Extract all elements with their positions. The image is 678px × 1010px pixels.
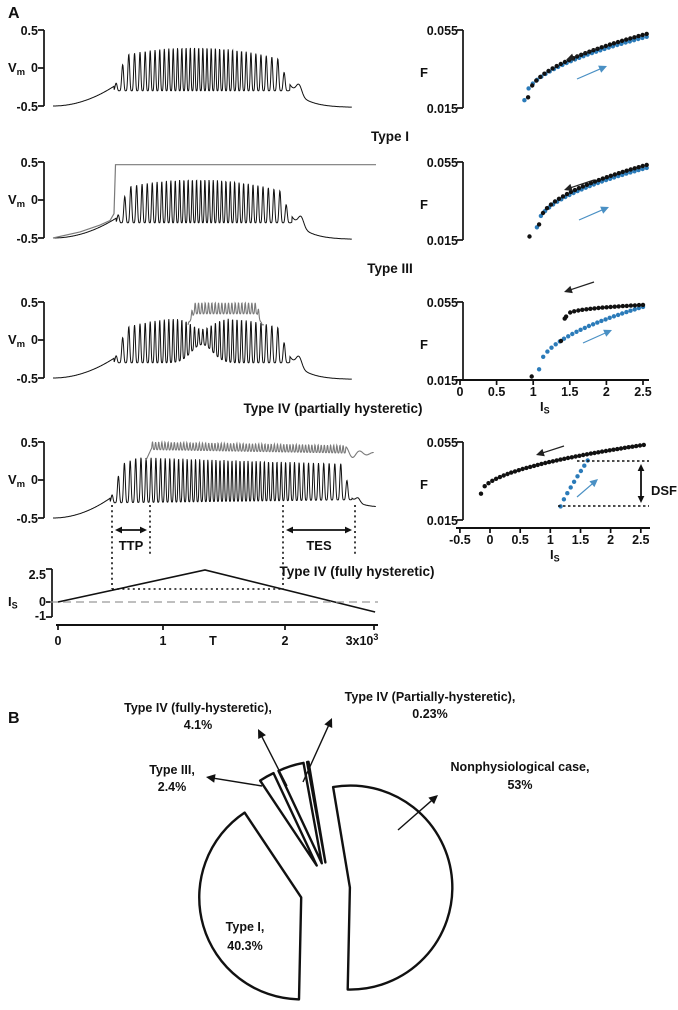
pie-label-fully-1: Type IV (fully-hysteretic), — [124, 701, 272, 715]
f-axis-label-r4: F — [420, 477, 428, 492]
vm-tick-bot-r2: -0.5 — [16, 232, 38, 246]
ramp-tick-mid: 0 — [39, 595, 46, 609]
pie-label-nonphys-2: 53% — [507, 778, 532, 792]
panel-a-label: A — [8, 5, 20, 22]
f-tick-bot-r2: 0.015 — [427, 234, 458, 248]
fi-xtick-r4-2: 0.5 — [512, 533, 529, 547]
vm-tick-bot-r1: -0.5 — [16, 100, 38, 114]
fi-xtick-r4-6: 2.5 — [632, 533, 649, 547]
vm-tick-mid-r3: 0 — [31, 333, 38, 347]
fi-xtick-r3-2: 1 — [530, 385, 537, 399]
vm-tick-top-r4: 0.5 — [21, 436, 38, 450]
fi-xtick-r4-5: 2 — [607, 533, 614, 547]
annotation-layer — [50, 47, 649, 603]
axes-layer — [38, 29, 650, 630]
vm-axis-label-r4: Vm — [8, 472, 25, 490]
pie-label-partially-1: Type IV (Partially-hysteretic), — [345, 690, 516, 704]
pie-label-type3-2: 2.4% — [158, 780, 187, 794]
vm-tick-mid-r4: 0 — [31, 473, 38, 487]
ramp-xtick-0: 0 — [55, 634, 62, 648]
f-tick-bot-r4: 0.015 — [427, 514, 458, 528]
f-axis-label-r1: F — [420, 65, 428, 80]
f-axis-label-r3: F — [420, 337, 428, 352]
dsf-label: DSF — [651, 483, 677, 498]
f-tick-top-r4: 0.055 — [427, 436, 458, 450]
pie-label-type3-1: Type III, — [149, 763, 195, 777]
ramp-tick-bot: -1 — [35, 609, 46, 623]
vm-tick-top-r2: 0.5 — [21, 156, 38, 170]
traces-layer — [52, 47, 376, 613]
vm-tick-top-r3: 0.5 — [21, 296, 38, 310]
pie-label-type1-2: 40.3% — [227, 939, 262, 953]
vm-tick-bot-r4: -0.5 — [16, 512, 38, 526]
tes-label: TES — [306, 538, 332, 553]
panel-b-label: B — [8, 710, 20, 727]
fi-xtick-r3-4: 2 — [603, 385, 610, 399]
is-axis-label-r4: IS — [550, 547, 560, 564]
vm-tick-mid-r2: 0 — [31, 193, 38, 207]
fi-xtick-r4-4: 1.5 — [572, 533, 589, 547]
fi-xtick-r3-0: 0 — [457, 385, 464, 399]
f-tick-bot-r3: 0.015 — [427, 374, 458, 388]
ramp-tick-top: 2.5 — [29, 568, 46, 582]
pie-label-fully-2: 4.1% — [184, 718, 213, 732]
row-label-type4-full: Type IV (fully hysteretic) — [279, 564, 434, 579]
f-axis-label-r2: F — [420, 197, 428, 212]
fi-xtick-r3-5: 2.5 — [634, 385, 651, 399]
pie-label-partially-2: 0.23% — [412, 707, 447, 721]
fi-xtick-r4-3: 1 — [547, 533, 554, 547]
vm-axis-label-r2: Vm — [8, 192, 25, 210]
f-tick-top-r2: 0.055 — [427, 156, 458, 170]
pie-label-nonphys-1: Nonphysiological case, — [451, 760, 590, 774]
vm-axis-label-r3: Vm — [8, 332, 25, 350]
f-tick-bot-r1: 0.015 — [427, 102, 458, 116]
vm-tick-bot-r3: -0.5 — [16, 372, 38, 386]
vm-axis-label-r1: Vm — [8, 60, 25, 78]
scatter-layer — [478, 31, 649, 509]
pie-label-type1-1: Type I, — [226, 920, 265, 934]
fi-xtick-r4-0: -0.5 — [449, 533, 471, 547]
vm-tick-mid-r1: 0 — [31, 61, 38, 75]
row-label-type4-partial: Type IV (partially hysteretic) — [243, 401, 422, 416]
ramp-y-axis-label: IS — [8, 594, 18, 611]
pie-layer — [198, 718, 454, 1001]
ramp-xtick-2: 2 — [282, 634, 289, 648]
row-label-type1: Type I — [371, 129, 409, 144]
ramp-xtick-1: 1 — [160, 634, 167, 648]
ramp-xtick-3e3: 3x103 — [346, 632, 379, 648]
f-tick-top-r1: 0.055 — [427, 24, 458, 38]
row-label-type3: Type III — [367, 261, 413, 276]
fi-xtick-r3-1: 0.5 — [488, 385, 505, 399]
fi-xtick-r3-3: 1.5 — [561, 385, 578, 399]
ttp-label: TTP — [119, 538, 144, 553]
f-tick-top-r3: 0.055 — [427, 296, 458, 310]
ramp-xtick-T: T — [209, 634, 217, 648]
vm-tick-top-r1: 0.5 — [21, 24, 38, 38]
fi-xtick-r4-1: 0 — [487, 533, 494, 547]
is-axis-label-r3: IS — [540, 399, 550, 416]
